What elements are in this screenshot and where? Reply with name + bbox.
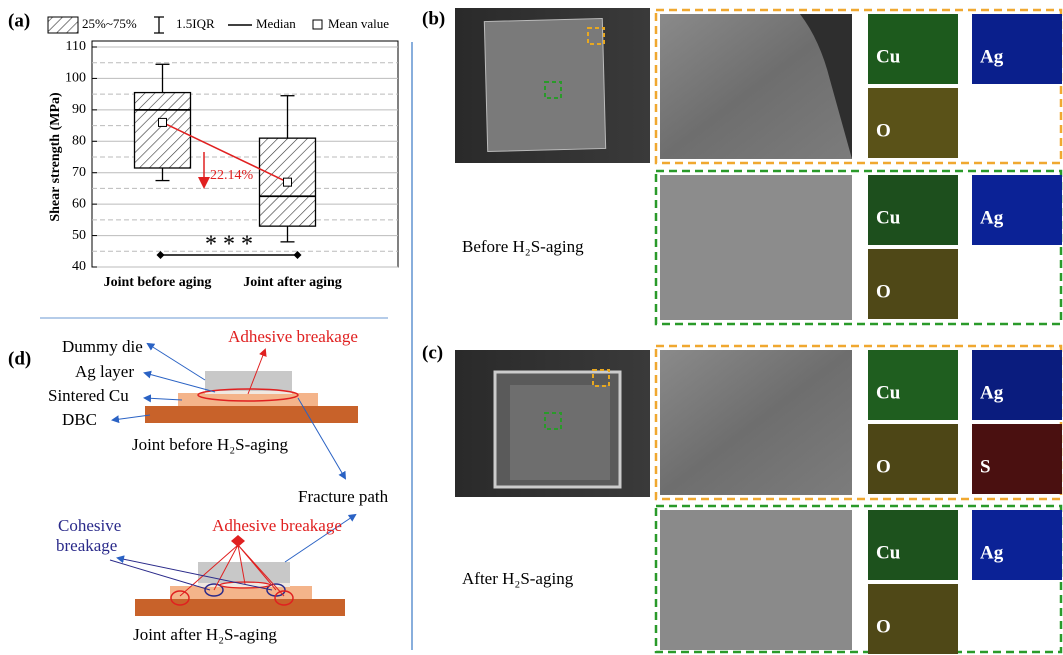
element-label: Ag bbox=[980, 46, 1004, 67]
sem-overview bbox=[455, 8, 650, 163]
mean-marker bbox=[158, 117, 167, 127]
element-map bbox=[972, 14, 1062, 84]
y-tick-label: 110 bbox=[66, 39, 86, 54]
element-label: Ag bbox=[980, 382, 1004, 403]
element-map bbox=[972, 350, 1062, 420]
legend-label: Mean value bbox=[328, 16, 389, 31]
significance-end bbox=[293, 251, 302, 259]
element-label: Ag bbox=[980, 207, 1004, 228]
y-tick-label: 50 bbox=[72, 228, 86, 243]
element-maps: Cu Ag O Cu Ag O Cu Ag O S Cu Ag O bbox=[868, 14, 1062, 654]
element-map bbox=[972, 424, 1062, 494]
y-tick-label: 80 bbox=[72, 134, 86, 149]
element-label: O bbox=[876, 456, 891, 477]
caption: Joint after H₂S-aging bbox=[133, 625, 277, 644]
legend-swatch bbox=[47, 16, 79, 34]
significance-end bbox=[156, 251, 165, 259]
element-map bbox=[972, 510, 1062, 580]
element-label: Cu bbox=[876, 46, 901, 67]
element-label: O bbox=[876, 616, 891, 637]
layer-label: DBC bbox=[62, 410, 97, 429]
mean-marker bbox=[283, 177, 292, 187]
layer-label: Sintered Cu bbox=[48, 386, 129, 405]
element-label: O bbox=[876, 281, 891, 302]
element-map bbox=[868, 424, 958, 494]
legend-label: 25%~75% bbox=[82, 16, 137, 31]
annotation: Fracture path bbox=[298, 487, 389, 506]
x-tick-label: Joint before aging bbox=[104, 275, 212, 290]
box bbox=[133, 91, 192, 169]
caption: Joint before H₂S-aging bbox=[132, 435, 289, 454]
sem-image bbox=[660, 14, 852, 159]
element-label: Ag bbox=[980, 542, 1004, 563]
y-tick-label: 70 bbox=[72, 165, 86, 180]
y-axis-label: Shear strength (MPa) bbox=[48, 92, 63, 222]
annotation: Cohesive bbox=[58, 516, 121, 535]
sem-image bbox=[660, 175, 852, 320]
element-label: S bbox=[980, 456, 991, 477]
sem-image bbox=[660, 510, 852, 650]
sem-image bbox=[660, 350, 852, 495]
significance-label: * * * bbox=[205, 232, 253, 258]
zoom-frame bbox=[654, 169, 1063, 326]
legend-label: 1.5IQR bbox=[176, 16, 215, 31]
joint-diagram bbox=[111, 342, 358, 480]
legend-swatch bbox=[312, 19, 323, 30]
layer-label: Ag layer bbox=[75, 362, 134, 381]
y-tick-label: 60 bbox=[72, 196, 86, 211]
y-tick-label: 100 bbox=[65, 71, 86, 86]
panel-label: (d) bbox=[8, 348, 31, 369]
caption: Before H₂S-aging bbox=[462, 237, 584, 256]
mean-line bbox=[162, 121, 288, 183]
element-map bbox=[868, 350, 958, 420]
zoom-frame bbox=[654, 344, 1063, 501]
legend-label: Median bbox=[256, 16, 296, 31]
element-label: Cu bbox=[876, 207, 901, 228]
x-tick-label: Joint after aging bbox=[243, 275, 342, 290]
element-map bbox=[868, 510, 958, 580]
element-map bbox=[972, 175, 1062, 245]
annotation: breakage bbox=[56, 536, 117, 555]
element-map bbox=[868, 584, 958, 654]
plot: 40 50 60 70 80 90 100 110 Joint before aging Join… bbox=[65, 39, 399, 290]
element-label: O bbox=[876, 120, 891, 141]
annotation: Adhesive breakage bbox=[228, 327, 358, 346]
joint-diagram bbox=[109, 513, 357, 616]
legend-swatch bbox=[154, 16, 164, 34]
annotation: Adhesive breakage bbox=[212, 516, 342, 535]
annotation: 22.14% bbox=[210, 168, 254, 183]
y-tick-label: 90 bbox=[72, 102, 86, 117]
panel-label: (a) bbox=[8, 10, 30, 31]
element-map bbox=[868, 88, 958, 158]
element-map bbox=[868, 249, 958, 319]
zoom-frame bbox=[654, 504, 1063, 654]
element-map bbox=[868, 14, 958, 84]
element-label: Cu bbox=[876, 542, 901, 563]
sem-overview bbox=[455, 350, 650, 497]
panel-label: (c) bbox=[422, 342, 443, 363]
zoom-frame bbox=[654, 8, 1063, 165]
element-label: Cu bbox=[876, 382, 901, 403]
layer-label: Dummy die bbox=[62, 337, 143, 356]
element-map bbox=[868, 175, 958, 245]
caption: After H₂S-aging bbox=[462, 569, 574, 588]
y-tick-label: 40 bbox=[72, 259, 86, 274]
panel-label: (b) bbox=[422, 8, 445, 29]
